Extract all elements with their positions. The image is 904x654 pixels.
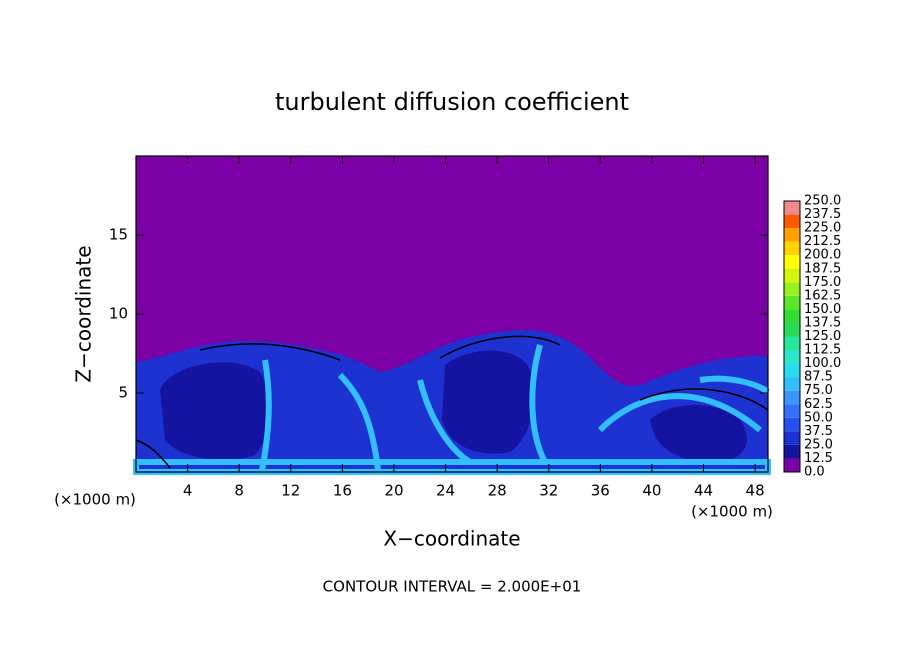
annotation: CONTOUR INTERVAL = 2.000E+01 bbox=[323, 578, 582, 596]
field bbox=[133, 156, 771, 475]
y-tick-label: 15 bbox=[109, 226, 128, 244]
colorbar-label: 125.0 bbox=[804, 329, 841, 344]
colorbar-label: 100.0 bbox=[804, 356, 841, 371]
x-tick-label: 8 bbox=[234, 482, 244, 500]
x-unit-label: (×1000 m) bbox=[691, 503, 773, 521]
colorbar-segment bbox=[784, 390, 800, 405]
y-tick-label: 5 bbox=[118, 384, 128, 402]
x-unit-label: (×1000 m) bbox=[54, 491, 136, 509]
colorbar-segment bbox=[784, 444, 800, 459]
colorbar-segment bbox=[784, 255, 800, 269]
colorbar-segment bbox=[784, 377, 800, 391]
colorbar-label: 175.0 bbox=[804, 275, 841, 290]
colorbar-segment bbox=[784, 404, 800, 418]
colorbar-label: 212.5 bbox=[804, 234, 841, 249]
colorbar-label: 112.5 bbox=[804, 343, 841, 358]
colorbar-label: 200.0 bbox=[804, 248, 841, 263]
colorbar-segment bbox=[784, 417, 800, 432]
colorbar-segment bbox=[784, 309, 800, 323]
colorbar-segment bbox=[784, 228, 800, 242]
y-axis-label: Z−coordinate bbox=[72, 245, 96, 382]
colorbar-frame bbox=[783, 200, 801, 473]
x-tick-label: 36 bbox=[591, 482, 610, 500]
x-tick-label: 28 bbox=[488, 482, 507, 500]
colorbar-segment bbox=[784, 336, 800, 351]
x-tick-label: 24 bbox=[436, 482, 455, 500]
colorbar-label: 87.5 bbox=[804, 370, 833, 385]
y-tick-label: 10 bbox=[109, 305, 128, 323]
colorbar-label: 37.5 bbox=[804, 424, 833, 439]
x-tick-label: 40 bbox=[642, 482, 661, 500]
field-region bbox=[160, 350, 748, 463]
colorbar-label: 187.5 bbox=[804, 261, 841, 276]
x-tick-label: 20 bbox=[384, 482, 403, 500]
x-axis-label: X−coordinate bbox=[383, 527, 520, 551]
colorbar-label: 250.0 bbox=[804, 194, 841, 209]
colorbar-segment bbox=[784, 363, 800, 378]
colorbar-label: 12.5 bbox=[804, 451, 833, 466]
colorbar-label: 50.0 bbox=[804, 410, 833, 425]
chart-title: turbulent diffusion coefficient bbox=[275, 88, 629, 116]
colorbar-segment bbox=[784, 201, 800, 215]
x-tick-label: 44 bbox=[694, 482, 713, 500]
colorbar-label: 225.0 bbox=[804, 221, 841, 236]
x-tick-label: 16 bbox=[333, 482, 352, 500]
x-tick-label: 48 bbox=[746, 482, 765, 500]
x-tick-label: 4 bbox=[183, 482, 193, 500]
contour-line bbox=[135, 335, 769, 469]
colorbar-label: 137.5 bbox=[804, 315, 841, 330]
colorbar-label: 62.5 bbox=[804, 397, 833, 412]
colorbar-segment bbox=[784, 295, 800, 310]
colorbar-label: 237.5 bbox=[804, 207, 841, 222]
colorbar-label: 25.0 bbox=[804, 437, 833, 452]
colorbar-label: 0.0 bbox=[804, 465, 825, 480]
colorbar-segment bbox=[784, 282, 800, 296]
colorbar-segment bbox=[784, 214, 800, 229]
colorbar-segment bbox=[784, 350, 800, 364]
colorbar-segment bbox=[784, 268, 800, 283]
x-tick-label: 12 bbox=[281, 482, 300, 500]
colorbar-segment bbox=[784, 322, 800, 337]
colorbar-segment bbox=[784, 431, 800, 445]
colorbar-label: 75.0 bbox=[804, 383, 833, 398]
colorbar-segment bbox=[784, 241, 800, 256]
x-tick-label: 32 bbox=[539, 482, 558, 500]
colorbar-label: 150.0 bbox=[804, 302, 841, 317]
colorbar-label: 162.5 bbox=[804, 288, 841, 303]
colorbar-segment bbox=[784, 458, 800, 472]
